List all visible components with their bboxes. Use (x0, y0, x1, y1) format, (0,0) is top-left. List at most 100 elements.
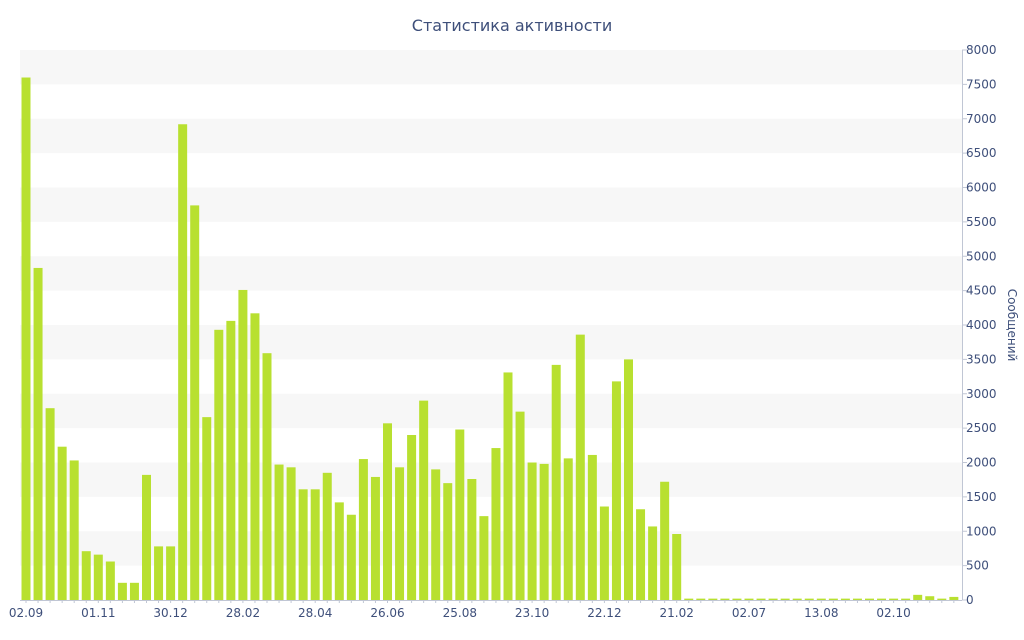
grid-band (20, 118, 962, 154)
bar[interactable] (358, 459, 368, 600)
bar[interactable] (732, 598, 742, 601)
bar[interactable] (925, 596, 935, 600)
bar[interactable] (154, 546, 164, 601)
y-tick-label: 2000 (966, 456, 997, 470)
bar[interactable] (178, 124, 188, 600)
bar[interactable] (407, 435, 417, 600)
bar[interactable] (901, 598, 911, 601)
bar[interactable] (563, 458, 573, 601)
bar[interactable] (636, 509, 646, 600)
bar[interactable] (334, 502, 344, 601)
y-tick-label: 1000 (966, 524, 997, 538)
bar[interactable] (491, 448, 501, 600)
y-tick-label: 4500 (966, 284, 997, 298)
bar[interactable] (346, 514, 356, 600)
bar[interactable] (142, 474, 151, 601)
bar[interactable] (383, 423, 392, 600)
bar[interactable] (431, 469, 441, 601)
y-tick-label: 7500 (966, 77, 997, 91)
bar[interactable] (611, 381, 621, 601)
bar[interactable] (226, 320, 236, 601)
bar[interactable] (202, 417, 212, 601)
x-tick-label: 02.07 (732, 606, 766, 620)
bar[interactable] (660, 481, 670, 600)
bar[interactable] (708, 598, 718, 601)
bar[interactable] (949, 596, 959, 600)
bar[interactable] (587, 454, 597, 600)
x-tick-label: 28.04 (298, 606, 332, 620)
x-tick-label: 28.02 (226, 606, 260, 620)
bars-layer (21, 77, 959, 601)
bar[interactable] (166, 546, 176, 601)
bar[interactable] (129, 582, 139, 600)
bar[interactable] (238, 289, 248, 600)
bar[interactable] (274, 464, 284, 600)
bar[interactable] (804, 598, 814, 601)
y-tick-label: 2500 (966, 421, 997, 435)
y-axis-title: Сообщений (1005, 289, 1019, 362)
bar[interactable] (744, 598, 754, 601)
bar[interactable] (322, 472, 332, 600)
bar[interactable] (937, 598, 947, 601)
bar[interactable] (551, 364, 561, 601)
bar[interactable] (696, 598, 706, 601)
bar[interactable] (503, 372, 513, 600)
bar[interactable] (768, 598, 778, 601)
bar[interactable] (913, 594, 923, 600)
bar[interactable] (298, 489, 308, 600)
bar[interactable] (539, 463, 549, 601)
bar[interactable] (69, 460, 79, 600)
bar[interactable] (889, 598, 899, 601)
bar[interactable] (33, 267, 43, 600)
bar[interactable] (419, 400, 429, 601)
x-tick-label: 02.09 (9, 606, 43, 620)
bar[interactable] (250, 313, 260, 600)
bar[interactable] (816, 598, 826, 601)
bar[interactable] (852, 598, 862, 601)
bar[interactable] (527, 462, 537, 601)
bar[interactable] (105, 561, 115, 601)
bar[interactable] (93, 554, 103, 601)
bar[interactable] (45, 408, 55, 600)
bar[interactable] (599, 506, 609, 601)
y-tick-label: 6000 (966, 181, 997, 195)
bar[interactable] (648, 526, 658, 600)
bar[interactable] (262, 353, 272, 600)
bar[interactable] (21, 77, 31, 601)
bar[interactable] (840, 598, 850, 601)
bar[interactable] (877, 598, 887, 601)
bar[interactable] (214, 329, 224, 600)
bar[interactable] (117, 582, 127, 600)
bar[interactable] (780, 598, 790, 601)
bar[interactable] (515, 411, 525, 601)
bar[interactable] (575, 334, 585, 601)
x-tick-label: 25.08 (443, 606, 477, 620)
bar[interactable] (792, 598, 802, 601)
x-tick-label: 21.02 (660, 606, 694, 620)
y-tick-label: 8000 (966, 43, 997, 57)
grid-bands (20, 50, 962, 566)
bar[interactable] (865, 598, 874, 601)
bar[interactable] (455, 429, 465, 601)
bar[interactable] (467, 479, 477, 600)
bar[interactable] (81, 551, 91, 600)
axis-layer: 0 500 1000 1500 2000 2500 3000 3500 4000 4500 5000… (9, 43, 997, 620)
bar[interactable] (672, 534, 682, 600)
bar[interactable] (624, 359, 633, 601)
bar[interactable] (286, 467, 296, 600)
bar[interactable] (57, 446, 67, 600)
bar[interactable] (370, 476, 380, 600)
bar[interactable] (395, 467, 405, 600)
x-tick-label: 23.10 (515, 606, 549, 620)
bar[interactable] (479, 516, 489, 601)
bar[interactable] (756, 598, 766, 601)
bar[interactable] (443, 483, 453, 601)
chart-title: Статистика активности (412, 16, 612, 35)
y-tick-label: 4000 (966, 318, 997, 332)
bar[interactable] (828, 598, 838, 601)
bar[interactable] (720, 598, 730, 601)
bar[interactable] (684, 598, 694, 601)
bar[interactable] (190, 205, 200, 601)
bar[interactable] (310, 489, 320, 600)
